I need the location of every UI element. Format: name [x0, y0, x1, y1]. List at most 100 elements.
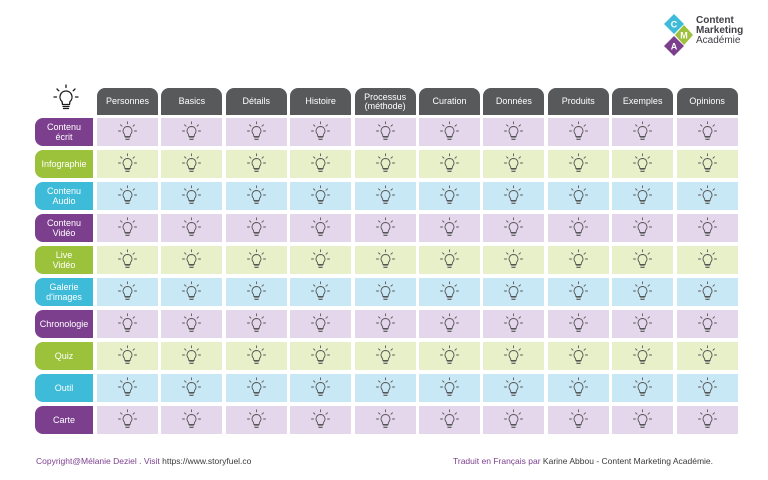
grid-cell — [612, 310, 674, 338]
grid-cell — [612, 406, 674, 434]
grid-cell — [612, 150, 674, 178]
grid-cell — [354, 278, 416, 306]
grid-cell — [612, 118, 674, 146]
grid-cell — [483, 150, 545, 178]
grid-cell — [225, 374, 287, 402]
grid-cell — [483, 278, 545, 306]
column-header: Produits — [547, 88, 609, 115]
grid-cell — [419, 118, 480, 146]
grid-cell — [483, 214, 545, 242]
column-header: Personnes — [97, 88, 158, 115]
grid-cell — [161, 278, 223, 306]
logo-line-2: Marketing — [696, 25, 744, 36]
logo-line-1: Content — [696, 15, 734, 26]
grid-cell — [547, 406, 609, 434]
row-header: Infographie — [35, 150, 93, 178]
footer-copyright: Copyright@Mélanie Deziel . Visit https:/… — [36, 456, 251, 466]
grid-cell — [161, 342, 223, 370]
footer-translator: Karine Abbou - Content Marketing Académi… — [542, 456, 714, 466]
grid-cell — [97, 342, 158, 370]
logo-letter-c: C — [671, 20, 678, 30]
grid-cell — [97, 246, 158, 274]
footer-url-link[interactable]: https://www.storyfuel.co — [162, 456, 252, 466]
logo-wordmark: Content Marketing Académie — [696, 16, 760, 46]
row-header: Outil — [35, 374, 93, 402]
grid-cell — [290, 118, 352, 146]
row-header: Live Vidéo — [35, 246, 93, 274]
grid-cell — [290, 246, 352, 274]
grid-cell — [676, 150, 738, 178]
grid-cell — [290, 182, 352, 210]
grid-cell — [676, 278, 738, 306]
grid-cell — [354, 342, 416, 370]
logo-diamond-a — [664, 36, 684, 56]
grid-cell — [676, 118, 738, 146]
grid-cell — [225, 214, 287, 242]
grid-cell — [97, 182, 158, 210]
column-header: Détails — [225, 88, 287, 115]
grid-cell — [225, 310, 287, 338]
grid-cell — [547, 278, 609, 306]
grid-cell — [612, 374, 674, 402]
grid-cell — [161, 246, 223, 274]
grid-cell — [97, 406, 158, 434]
column-header: Histoire — [290, 88, 352, 115]
column-header: Processus (méthode) — [354, 88, 416, 115]
grid-cell — [161, 374, 223, 402]
grid-cell — [354, 246, 416, 274]
grid-cell — [547, 214, 609, 242]
grid-cell — [676, 214, 738, 242]
grid-cell — [676, 374, 738, 402]
row-header: Galerie d'images — [35, 278, 93, 306]
grid-cell — [483, 118, 545, 146]
grid-cell — [483, 182, 545, 210]
grid-cell — [612, 278, 674, 306]
footer-translation-label: Traduit en Français par — [453, 456, 543, 466]
grid-cell — [419, 214, 480, 242]
grid-cell — [483, 342, 545, 370]
row-header: Chronologie — [35, 310, 93, 338]
grid-cell — [225, 342, 287, 370]
grid-cell — [419, 182, 480, 210]
grid-cell — [612, 182, 674, 210]
grid-cell — [290, 150, 352, 178]
lightbulb-icon — [52, 84, 80, 112]
grid-cell — [547, 342, 609, 370]
grid-cell — [290, 374, 352, 402]
grid-cell — [419, 342, 480, 370]
grid-cell — [676, 246, 738, 274]
grid-cell — [290, 342, 352, 370]
grid-cell — [290, 406, 352, 434]
grid-cell — [612, 342, 674, 370]
grid-cell — [290, 214, 352, 242]
grid-cell — [354, 310, 416, 338]
column-header: Basics — [161, 88, 223, 115]
column-header: Curation — [419, 88, 480, 115]
grid-cell — [97, 310, 158, 338]
grid-cell — [225, 406, 287, 434]
grid-cell — [483, 406, 545, 434]
grid-cell — [97, 118, 158, 146]
grid-cell — [547, 374, 609, 402]
grid-cell — [354, 118, 416, 146]
grid-cell — [225, 182, 287, 210]
grid-cell — [547, 118, 609, 146]
grid-cell — [419, 150, 480, 178]
grid-cell — [290, 278, 352, 306]
grid-cell — [161, 118, 223, 146]
grid-cell — [225, 246, 287, 274]
grid-cell — [547, 246, 609, 274]
column-header: Exemples — [612, 88, 674, 115]
grid-cell — [161, 406, 223, 434]
grid-cell — [354, 406, 416, 434]
footer-translation: Traduit en Français par Karine Abbou - C… — [453, 456, 713, 466]
logo-diamond-c — [664, 14, 684, 34]
row-header: Contenu Vidéo — [35, 214, 93, 242]
grid-cell — [354, 214, 416, 242]
grid-cell — [419, 278, 480, 306]
grid-cell — [354, 374, 416, 402]
logo-letter-m: M — [680, 31, 688, 41]
grid-cell — [354, 182, 416, 210]
grid-cell — [419, 246, 480, 274]
logo-diamond-m — [675, 25, 693, 45]
